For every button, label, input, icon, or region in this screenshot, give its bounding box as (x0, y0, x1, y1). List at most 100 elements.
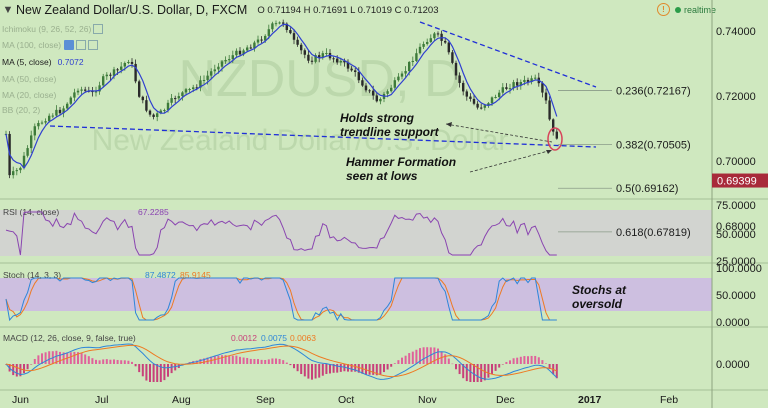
macd-hist-bar (534, 355, 537, 364)
candle-body (548, 100, 551, 120)
candle-body (62, 108, 65, 114)
legend-ma20[interactable]: MA (20, close) (2, 90, 56, 100)
macd-hist-bar (37, 355, 40, 364)
candle-body (58, 109, 62, 114)
macd-signal-value: 0.0063 (290, 333, 316, 343)
candle-body (217, 66, 220, 70)
candle-body (307, 54, 310, 61)
candle-body (260, 39, 263, 41)
macd-hist-bar (548, 364, 551, 369)
time-tick: Dec (496, 394, 515, 406)
macd-hist-bar (167, 364, 169, 377)
macd-hist-bar (465, 364, 468, 382)
candle-body (192, 87, 195, 89)
macd-hist-bar (519, 356, 522, 364)
macd-histogram (5, 347, 558, 382)
candle-body (181, 92, 184, 97)
candle-body (411, 60, 414, 63)
symbol-title[interactable]: New Zealand Dollar/U.S. Dollar, D, FXCM (16, 3, 248, 17)
macd-hist-bar (44, 352, 47, 364)
macd-hist-bar (314, 364, 317, 379)
macd-hist-bar (545, 363, 547, 364)
macd-hist-bar (98, 360, 101, 364)
macd-hist-bar (494, 364, 497, 371)
candle-body (156, 113, 159, 117)
legend-close-icon[interactable] (88, 40, 99, 50)
macd-hist-bar (300, 364, 303, 375)
legend-ichimoku-label: Ichimoku (9, 26, 52, 26) (2, 24, 92, 34)
ma5-line (5, 23, 558, 170)
legend-settings-icon[interactable] (76, 40, 87, 50)
candle-body (264, 35, 267, 41)
legend-ma100[interactable]: MA (100, close) (2, 40, 99, 50)
annotation-hammer-1: Hammer Formation (346, 155, 456, 169)
legend-bb[interactable]: BB (20, 2) (2, 105, 40, 115)
candle-body (483, 105, 486, 108)
macd-hist-bar (354, 364, 357, 372)
stoch-tick: 0.0000 (716, 317, 750, 329)
candle-body (494, 97, 497, 99)
warning-icon[interactable]: ! (656, 3, 670, 16)
macd-hist-bar (383, 364, 385, 373)
fib-label: 0.618(0.67819) (616, 227, 691, 239)
macd-hist-bar (491, 364, 493, 374)
legend-ma20-label: MA (20, close) (2, 90, 57, 100)
macd-hist-bar (498, 364, 501, 368)
macd-hist-bar (170, 364, 173, 374)
legend-settings-icon[interactable] (93, 24, 104, 34)
candle-body (480, 107, 483, 109)
candle-body (177, 96, 180, 99)
macd-hist-bar (411, 351, 414, 364)
candle-body (253, 42, 256, 49)
macd-hist-bar (516, 357, 519, 364)
macd-hist-bar (217, 355, 220, 364)
candle-body (408, 62, 411, 72)
legend-ichimoku[interactable]: Ichimoku (9, 26, 52, 26) (2, 24, 104, 34)
macd-hist-bar (235, 355, 238, 364)
candle-body (472, 98, 476, 104)
legend-ma5[interactable]: MA (5, close) 0.7072 (2, 57, 84, 67)
macd-hist-bar (462, 364, 465, 379)
candle-body (116, 69, 119, 71)
annotation-support-1: Holds strong (340, 111, 415, 125)
time-axis[interactable]: Jun Jul Aug Sep Oct Nov Dec 2017 Feb (12, 394, 678, 406)
candle-body (372, 90, 375, 96)
candle-body (220, 61, 224, 67)
macd-hist-bar (231, 355, 234, 364)
macd-hist-bar (253, 359, 256, 364)
candle-body (454, 62, 458, 76)
legend-ma5-label: MA (5, close) (2, 57, 52, 67)
legend-ma50[interactable]: MA (50, close) (2, 74, 56, 84)
time-tick: Oct (338, 394, 354, 406)
candle-body (375, 95, 378, 102)
macd-hist-bar (206, 357, 209, 364)
macd-hist-bar (271, 358, 274, 364)
macd-hist-bar (329, 364, 331, 374)
candle-body (282, 22, 285, 24)
watermark-name: New Zealand Dollar/U.S. Dollar (92, 124, 509, 157)
candle-body (267, 29, 270, 36)
macd-hist-bar (242, 357, 245, 364)
candle-body (487, 103, 490, 106)
stoch-legend[interactable]: Stoch (14, 3, 3) (3, 270, 61, 280)
macd-hist-bar (48, 351, 51, 364)
candle-body (530, 78, 533, 82)
legend-eye-icon[interactable] (64, 40, 75, 50)
price-axis[interactable]: 0.74000 0.72000 0.70000 0.68000 (716, 26, 756, 233)
macd-legend[interactable]: MACD (12, 26, close, 9, false, true) (3, 333, 136, 343)
candle-body (40, 122, 44, 124)
candle-body (73, 92, 76, 98)
candle-body (332, 58, 335, 60)
macd-hist-bar (127, 360, 130, 364)
macd-hist-bar (228, 355, 231, 364)
macd-hist-bar (264, 359, 267, 364)
stoch-tick: 50.0000 (716, 290, 756, 302)
candle-body (516, 82, 519, 86)
legend-ma100-label: MA (100, close) (2, 40, 62, 50)
candle-body (552, 119, 555, 132)
candle-body (206, 75, 209, 80)
collapse-chevron-icon[interactable]: ▼ (2, 4, 14, 16)
candle-body (458, 75, 461, 83)
candle-body (544, 92, 548, 101)
